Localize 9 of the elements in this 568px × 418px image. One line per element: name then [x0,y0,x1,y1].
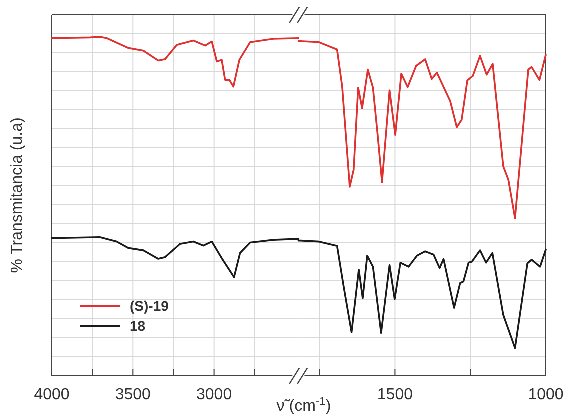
x-tick-label: 1500 [377,386,414,404]
x-tick-label: 3500 [115,386,152,404]
x-tick-label: 4000 [34,386,70,404]
y-axis-title: % Transmitancia (u.a) [9,118,26,274]
x-axis-title: ν̃ (cm$^{-1}$) [276,396,332,415]
legend-label: (S)-19 [130,298,170,314]
x-tick-label: 3000 [196,386,232,404]
x-tick-label: 1000 [528,386,564,404]
legend-label: 18 [130,318,146,334]
